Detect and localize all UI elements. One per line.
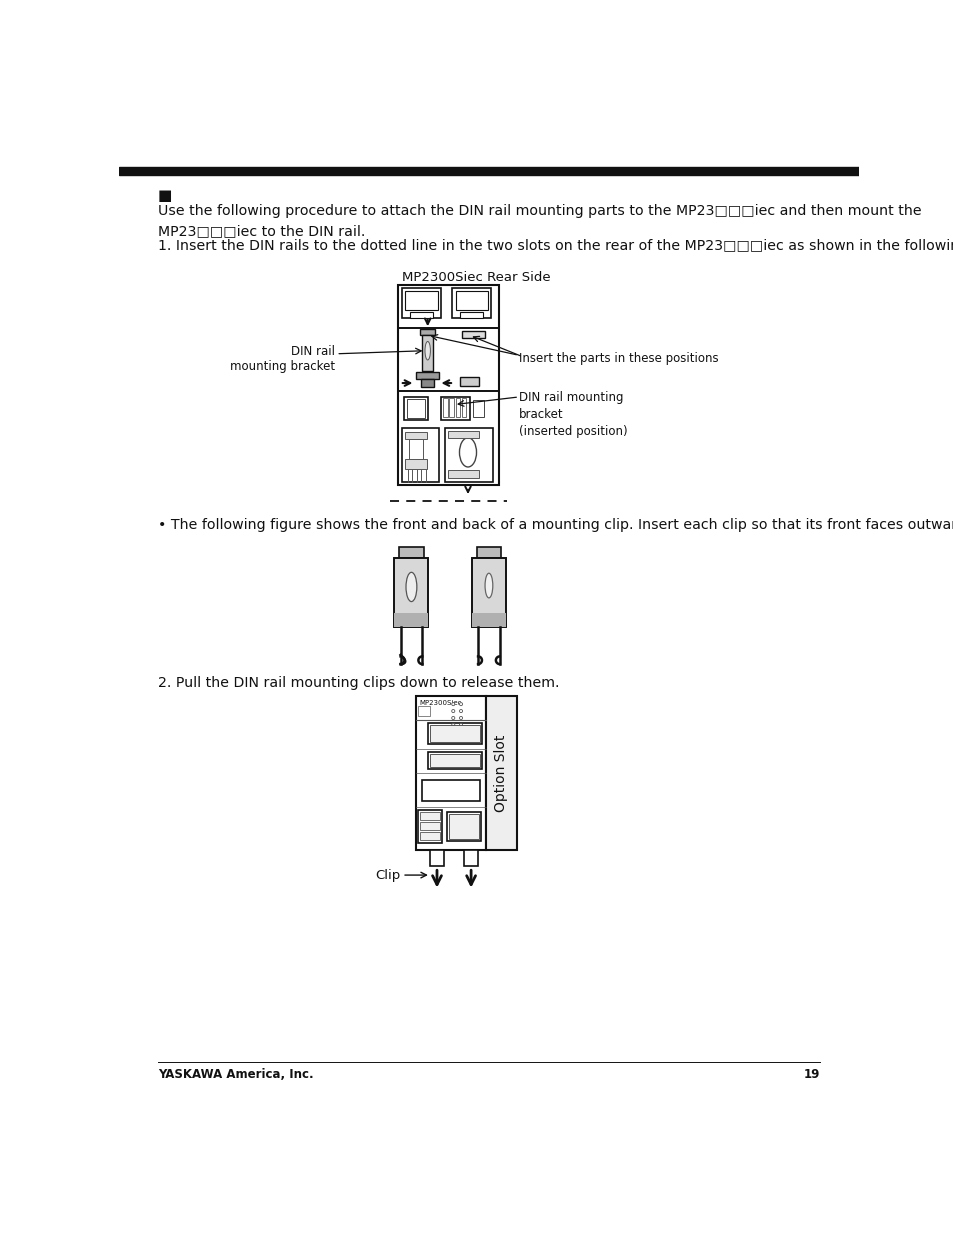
Bar bbox=[405, 291, 437, 310]
Bar bbox=[404, 396, 427, 420]
Bar bbox=[485, 697, 517, 851]
Bar bbox=[394, 558, 428, 627]
Bar bbox=[119, 168, 858, 175]
Text: ■: ■ bbox=[158, 188, 172, 204]
Bar bbox=[459, 377, 478, 387]
Bar bbox=[394, 614, 428, 627]
Text: MP2300Siec: MP2300Siec bbox=[418, 699, 461, 705]
Ellipse shape bbox=[459, 716, 462, 720]
Text: 1. Insert the DIN rails to the dotted line in the two slots on the rear of the M: 1. Insert the DIN rails to the dotted li… bbox=[158, 240, 953, 253]
Ellipse shape bbox=[452, 710, 455, 713]
Bar bbox=[459, 312, 483, 317]
Bar bbox=[430, 755, 479, 767]
Bar bbox=[430, 725, 479, 742]
Bar bbox=[427, 752, 481, 769]
Bar bbox=[476, 547, 500, 558]
Bar bbox=[443, 399, 447, 417]
Bar bbox=[452, 288, 491, 317]
Bar bbox=[449, 814, 478, 839]
Bar bbox=[409, 440, 422, 458]
Ellipse shape bbox=[452, 716, 455, 720]
Bar bbox=[421, 379, 434, 387]
Text: Clip: Clip bbox=[375, 868, 400, 882]
Bar bbox=[397, 285, 498, 485]
Bar bbox=[464, 851, 477, 866]
Bar bbox=[427, 722, 481, 745]
Bar bbox=[419, 811, 439, 820]
Text: Use the following procedure to attach the DIN rail mounting parts to the MP23□□□: Use the following procedure to attach th… bbox=[158, 204, 921, 238]
Bar bbox=[422, 779, 479, 802]
Bar bbox=[416, 372, 439, 379]
Bar bbox=[419, 832, 439, 840]
Text: MP2300Siec Rear Side: MP2300Siec Rear Side bbox=[402, 272, 550, 284]
Bar bbox=[472, 614, 505, 627]
Text: DIN rail mounting
bracket
(inserted position): DIN rail mounting bracket (inserted posi… bbox=[518, 390, 627, 437]
Ellipse shape bbox=[459, 710, 462, 713]
Bar bbox=[418, 810, 441, 842]
Bar bbox=[402, 288, 440, 317]
Text: Insert the parts in these positions: Insert the parts in these positions bbox=[518, 352, 718, 366]
Bar bbox=[430, 851, 443, 866]
Bar bbox=[461, 331, 484, 338]
Ellipse shape bbox=[406, 572, 416, 601]
Ellipse shape bbox=[452, 703, 455, 705]
Bar bbox=[410, 312, 433, 317]
Text: YASKAWA America, Inc.: YASKAWA America, Inc. bbox=[158, 1068, 314, 1082]
Bar bbox=[417, 706, 430, 716]
Bar bbox=[456, 291, 488, 310]
Bar bbox=[472, 558, 505, 627]
Text: Option Slot: Option Slot bbox=[494, 735, 508, 813]
Bar bbox=[419, 330, 435, 335]
Bar bbox=[447, 471, 478, 478]
Bar bbox=[419, 823, 439, 830]
Bar bbox=[461, 399, 466, 417]
Text: 19: 19 bbox=[802, 1068, 819, 1082]
Bar bbox=[444, 427, 493, 482]
Ellipse shape bbox=[459, 703, 462, 705]
Ellipse shape bbox=[484, 573, 493, 598]
Ellipse shape bbox=[459, 724, 462, 726]
Text: 2. Pull the DIN rail mounting clips down to release them.: 2. Pull the DIN rail mounting clips down… bbox=[158, 677, 558, 690]
Ellipse shape bbox=[459, 437, 476, 467]
Bar bbox=[447, 431, 478, 438]
Bar bbox=[405, 458, 427, 469]
Bar bbox=[402, 427, 439, 482]
Bar bbox=[440, 396, 470, 420]
Ellipse shape bbox=[424, 341, 430, 359]
Bar bbox=[449, 399, 454, 417]
Bar bbox=[416, 697, 485, 851]
Bar bbox=[406, 399, 425, 417]
Text: DIN rail
mounting bracket: DIN rail mounting bracket bbox=[230, 345, 335, 373]
Bar bbox=[456, 399, 459, 417]
Text: • The following figure shows the front and back of a mounting clip. Insert each : • The following figure shows the front a… bbox=[158, 517, 953, 532]
Bar bbox=[447, 811, 480, 841]
Bar bbox=[398, 547, 423, 558]
Ellipse shape bbox=[452, 724, 455, 726]
Bar bbox=[472, 400, 483, 417]
Bar bbox=[422, 335, 433, 372]
Bar bbox=[405, 431, 427, 440]
